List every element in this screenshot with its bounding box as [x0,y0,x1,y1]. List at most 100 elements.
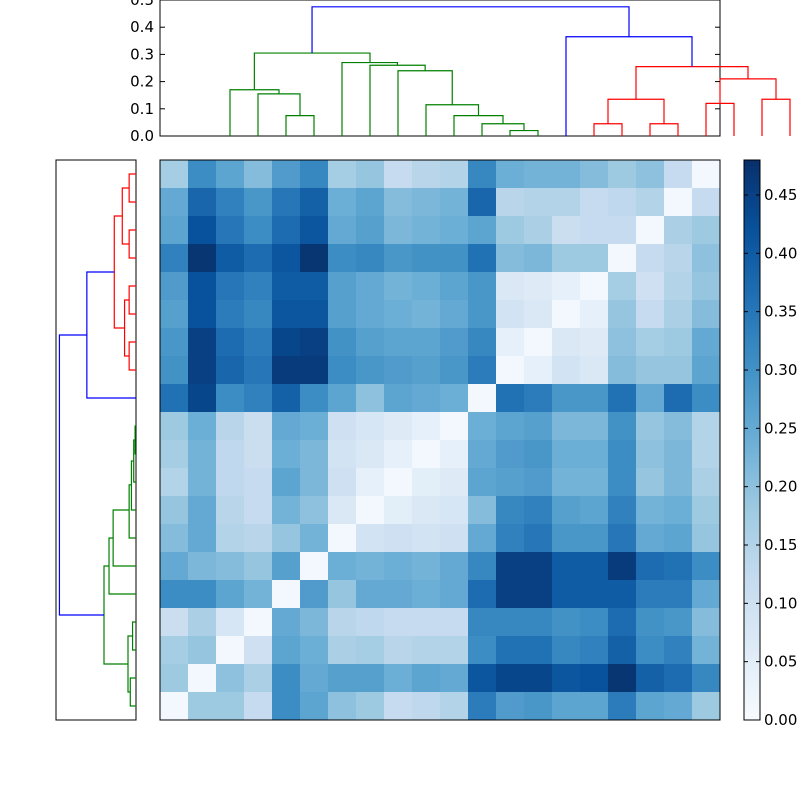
heatmap-cell [244,300,273,329]
heatmap-cell [272,552,301,581]
heatmap-cell [496,664,525,693]
heatmap-cell [160,188,189,217]
heatmap-cell [496,496,525,525]
heatmap-cell [244,692,273,721]
heatmap-cell [524,552,553,581]
top-dendrogram-link [425,104,480,136]
heatmap-cell [328,636,357,665]
heatmap-cell [636,524,665,553]
heatmap-cell [328,496,357,525]
left-dendrogram-link [128,173,136,203]
heatmap-cell [692,272,721,301]
heatmap-cell [272,580,301,609]
heatmap-cell [356,300,385,329]
heatmap-cell [608,524,637,553]
heatmap-cell [524,216,553,245]
heatmap-cell [300,580,329,609]
heatmap-cell [580,664,609,693]
heatmap-cell [412,580,441,609]
left-dendrogram-link [130,460,136,511]
heatmap-cell [356,440,385,469]
heatmap-cell [552,160,581,189]
heatmap-cell [244,188,273,217]
heatmap-cell [440,160,469,189]
heatmap-cell [552,272,581,301]
heatmap-cell [636,300,665,329]
top-dendrogram-link [229,89,280,136]
heatmap-cell [664,664,693,693]
heatmap-cell [496,216,525,245]
left-dendrogram-link [128,285,136,315]
heatmap-cell [188,524,217,553]
heatmap-cell [580,524,609,553]
heatmap-cell [468,216,497,245]
heatmap-cell [524,160,553,189]
heatmap-cell [356,496,385,525]
heatmap-cell [328,188,357,217]
heatmap-cell [272,356,301,385]
heatmap-cell [692,384,721,413]
heatmap-cell [496,356,525,385]
heatmap-cell [692,160,721,189]
heatmap-cell [412,384,441,413]
top-dendrogram-link [607,98,665,124]
heatmap-cell [664,272,693,301]
heatmap-cell [412,608,441,637]
heatmap-cell [244,160,273,189]
heatmap-cell [552,384,581,413]
colorbar-tick-label: 0.40 [764,244,797,262]
heatmap-cell [216,692,245,721]
heatmap-cell [384,160,413,189]
heatmap-cell [524,384,553,413]
heatmap-cell [384,300,413,329]
heatmap-cell [580,608,609,637]
heatmap-cell [580,356,609,385]
heatmap-cell [440,496,469,525]
heatmap-cell [496,468,525,497]
heatmap-cell [188,328,217,357]
heatmap-cell [608,272,637,301]
heatmap-cell [188,160,217,189]
heatmap-cell [440,580,469,609]
heatmap-cell [552,300,581,329]
top-dendrogram-link [253,52,371,90]
heatmap-cell [636,160,665,189]
heatmap-cell [524,636,553,665]
heatmap-cell [412,412,441,441]
heatmap-cell [636,468,665,497]
heatmap-cell [272,188,301,217]
left-dendrogram-link [128,229,136,259]
heatmap-cell [468,244,497,273]
heatmap-cell [524,524,553,553]
heatmap-cell [300,244,329,273]
heatmap-cell [692,468,721,497]
heatmap-cell [356,412,385,441]
heatmap-cell [160,580,189,609]
heatmap-cell [608,300,637,329]
top-dendrogram-link [285,114,315,136]
heatmap-cell [580,552,609,581]
heatmap-cell [216,188,245,217]
heatmap-cell [160,412,189,441]
heatmap-cell [580,692,609,721]
top-dendrogram-tick-label: 0.1 [130,100,154,118]
heatmap-cell [216,608,245,637]
heatmap-cell [664,608,693,637]
heatmap-cell [664,496,693,525]
heatmap-cell [608,384,637,413]
heatmap-cell [608,580,637,609]
heatmap-cell [384,468,413,497]
heatmap-cell [244,384,273,413]
top-dendrogram-tick-label: 0.4 [130,18,154,36]
heatmap-cell [636,580,665,609]
heatmap-cell [188,468,217,497]
heatmap-cell [440,524,469,553]
top-dendrogram-link [635,66,749,100]
heatmap-cell [160,524,189,553]
heatmap-cell [216,244,245,273]
heatmap-cell [440,188,469,217]
heatmap-cell [552,608,581,637]
heatmap-cell [300,552,329,581]
heatmap-cell [160,272,189,301]
heatmap-cell [636,636,665,665]
